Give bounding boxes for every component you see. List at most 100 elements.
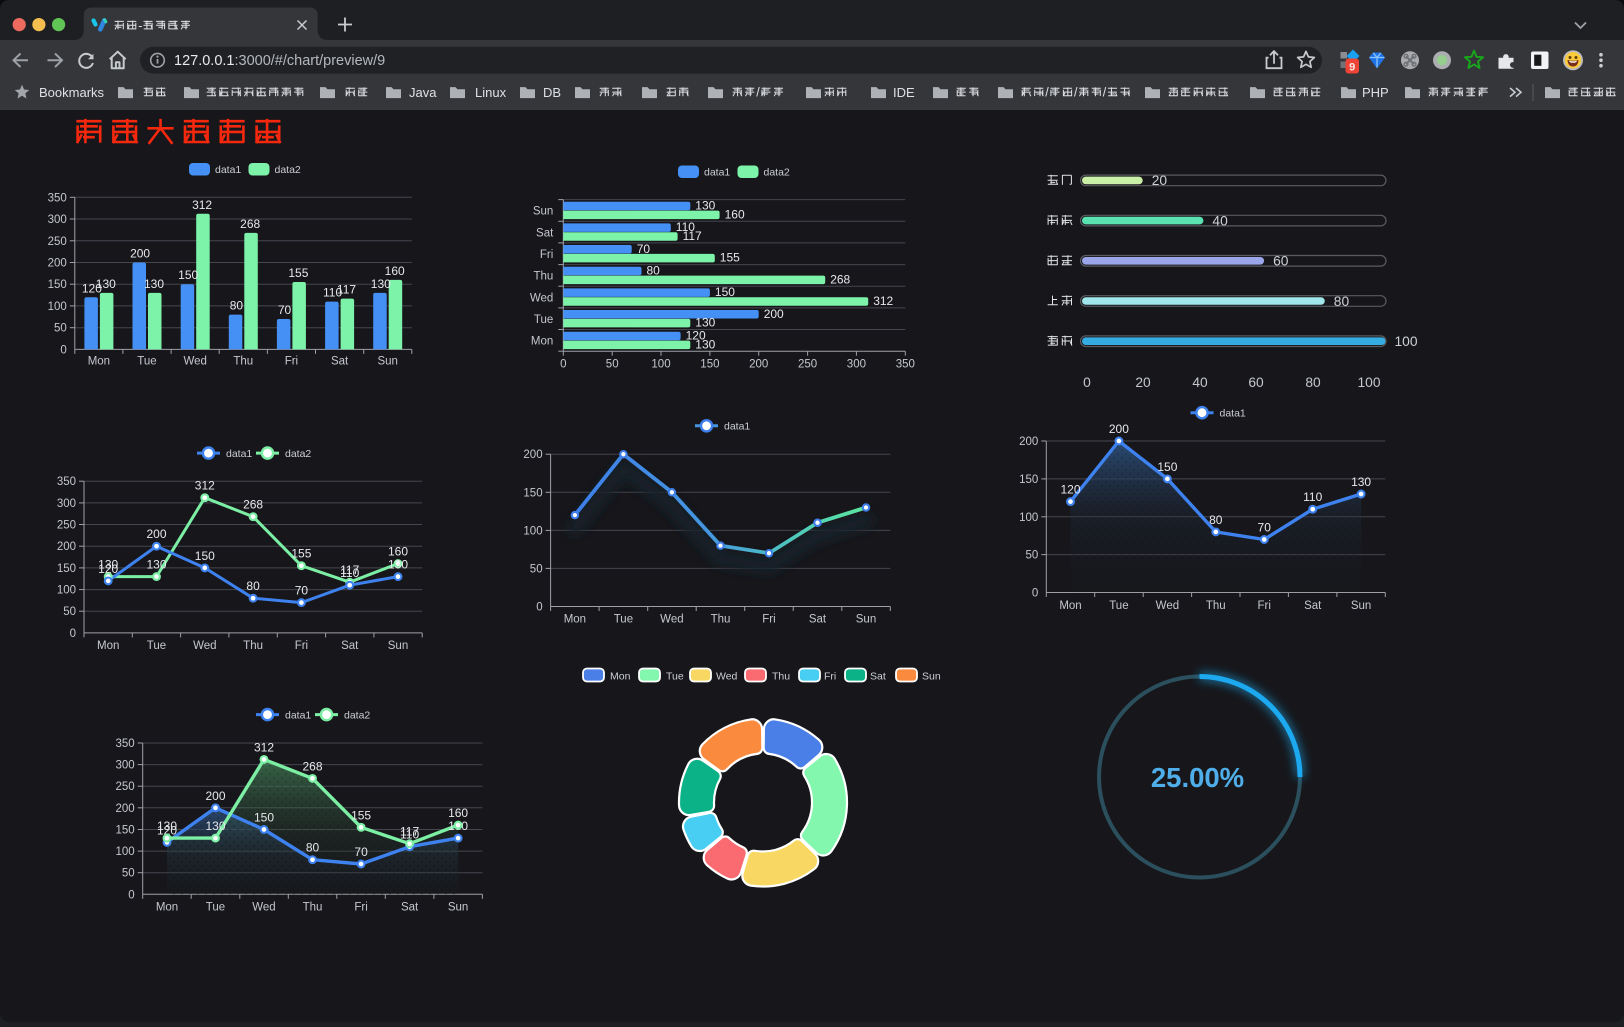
svg-text:Thu: Thu — [772, 671, 790, 683]
svg-text:0: 0 — [1032, 588, 1038, 600]
svg-text:117: 117 — [340, 563, 359, 577]
svg-text:110: 110 — [676, 220, 695, 234]
svg-text:350: 350 — [57, 476, 76, 488]
svg-text:80: 80 — [1209, 513, 1223, 527]
svg-text:Wed: Wed — [530, 292, 553, 304]
svg-text:Tue: Tue — [147, 640, 166, 652]
svg-text:268: 268 — [830, 272, 850, 286]
svg-text:Thu: Thu — [233, 356, 253, 368]
svg-text:130: 130 — [371, 277, 391, 291]
svg-text:25.00%: 25.00% — [1151, 762, 1244, 793]
svg-text:130: 130 — [96, 277, 116, 291]
svg-text:Sat: Sat — [536, 227, 554, 239]
svg-text:100: 100 — [57, 585, 76, 597]
svg-text:data1: data1 — [724, 421, 750, 433]
svg-text:Thu: Thu — [303, 901, 323, 913]
svg-text:300: 300 — [57, 498, 76, 510]
svg-text:100: 100 — [1019, 512, 1038, 524]
svg-text:50: 50 — [54, 323, 67, 335]
svg-text:Wed: Wed — [660, 614, 683, 626]
svg-text:100: 100 — [1357, 375, 1380, 390]
svg-text:268: 268 — [302, 759, 322, 773]
svg-text:Mon: Mon — [156, 901, 178, 913]
svg-text:150: 150 — [57, 563, 76, 575]
svg-text:Tue: Tue — [1109, 600, 1128, 612]
svg-text:50: 50 — [530, 563, 543, 575]
svg-text:data1: data1 — [704, 167, 730, 179]
svg-text:Tue: Tue — [534, 314, 553, 326]
svg-text:150: 150 — [48, 279, 67, 291]
svg-text:40: 40 — [1192, 375, 1208, 390]
svg-text:250: 250 — [57, 520, 76, 532]
svg-text:-: - — [138, 19, 142, 33]
svg-text:DB: DB — [543, 85, 561, 100]
svg-text:130: 130 — [695, 337, 715, 351]
svg-text:120: 120 — [1060, 483, 1080, 497]
svg-text:Tue: Tue — [206, 901, 225, 913]
svg-text:data2: data2 — [344, 710, 370, 722]
svg-text:50: 50 — [63, 606, 76, 618]
svg-text:/: / — [1074, 86, 1078, 100]
svg-text:80: 80 — [246, 579, 260, 593]
svg-text:data1: data1 — [285, 710, 311, 722]
svg-text:110: 110 — [1303, 490, 1322, 504]
svg-text:200: 200 — [116, 803, 135, 815]
svg-text:Mon: Mon — [88, 356, 110, 368]
svg-text:70: 70 — [637, 242, 651, 256]
svg-text:data2: data2 — [285, 448, 311, 460]
svg-text:130: 130 — [695, 316, 715, 330]
svg-text:50: 50 — [122, 868, 135, 880]
svg-text:Mon: Mon — [610, 671, 631, 683]
svg-text:40: 40 — [1212, 213, 1228, 228]
svg-text:Sat: Sat — [1304, 600, 1322, 612]
svg-text:350: 350 — [896, 359, 915, 371]
svg-text:Sun: Sun — [1351, 600, 1371, 612]
svg-text:200: 200 — [146, 527, 166, 541]
svg-text:120: 120 — [686, 329, 706, 343]
svg-text:Sun: Sun — [388, 640, 408, 652]
svg-text:Sun: Sun — [448, 901, 468, 913]
svg-text:80: 80 — [647, 264, 661, 278]
svg-text:50: 50 — [1026, 550, 1039, 562]
svg-text:312: 312 — [192, 198, 212, 212]
svg-text:Java: Java — [409, 85, 437, 100]
svg-text:155: 155 — [291, 547, 311, 561]
svg-text:100: 100 — [116, 846, 135, 858]
svg-text:150: 150 — [700, 359, 719, 371]
svg-text:110: 110 — [400, 828, 419, 842]
svg-text:60: 60 — [1248, 375, 1264, 390]
svg-text:150: 150 — [116, 825, 135, 837]
svg-text:Wed: Wed — [252, 901, 275, 913]
svg-text:70: 70 — [295, 584, 309, 598]
svg-text:Sun: Sun — [533, 206, 553, 218]
svg-text:127.0.0.1:3000/#/chart/preview: 127.0.0.1:3000/#/chart/preview/9 — [174, 53, 385, 69]
svg-text:155: 155 — [351, 808, 371, 822]
svg-text:Thu: Thu — [1206, 600, 1226, 612]
svg-text:Mon: Mon — [1059, 600, 1081, 612]
svg-text:160: 160 — [388, 545, 408, 559]
svg-text:300: 300 — [847, 359, 866, 371]
svg-text:350: 350 — [48, 192, 67, 204]
svg-text:Wed: Wed — [193, 640, 216, 652]
svg-text:20: 20 — [1152, 173, 1168, 188]
svg-text:200: 200 — [523, 449, 542, 461]
svg-text:100: 100 — [523, 525, 542, 537]
svg-text:0: 0 — [70, 628, 76, 640]
svg-text:250: 250 — [798, 359, 817, 371]
svg-text:/: / — [1103, 86, 1107, 100]
svg-text:80: 80 — [230, 299, 244, 313]
svg-text:80: 80 — [1334, 294, 1350, 309]
svg-text:155: 155 — [720, 251, 740, 265]
svg-text:Linux: Linux — [475, 85, 507, 100]
svg-text:130: 130 — [205, 819, 225, 833]
svg-text:312: 312 — [195, 479, 215, 493]
svg-text:data2: data2 — [275, 164, 301, 176]
svg-text:Sat: Sat — [341, 640, 359, 652]
svg-text:120: 120 — [157, 823, 177, 837]
svg-text:155: 155 — [288, 266, 308, 280]
svg-text:0: 0 — [560, 359, 566, 371]
svg-text:Fri: Fri — [285, 356, 298, 368]
svg-text:Mon: Mon — [97, 640, 119, 652]
svg-text:300: 300 — [116, 760, 135, 772]
svg-text:150: 150 — [1157, 460, 1177, 474]
